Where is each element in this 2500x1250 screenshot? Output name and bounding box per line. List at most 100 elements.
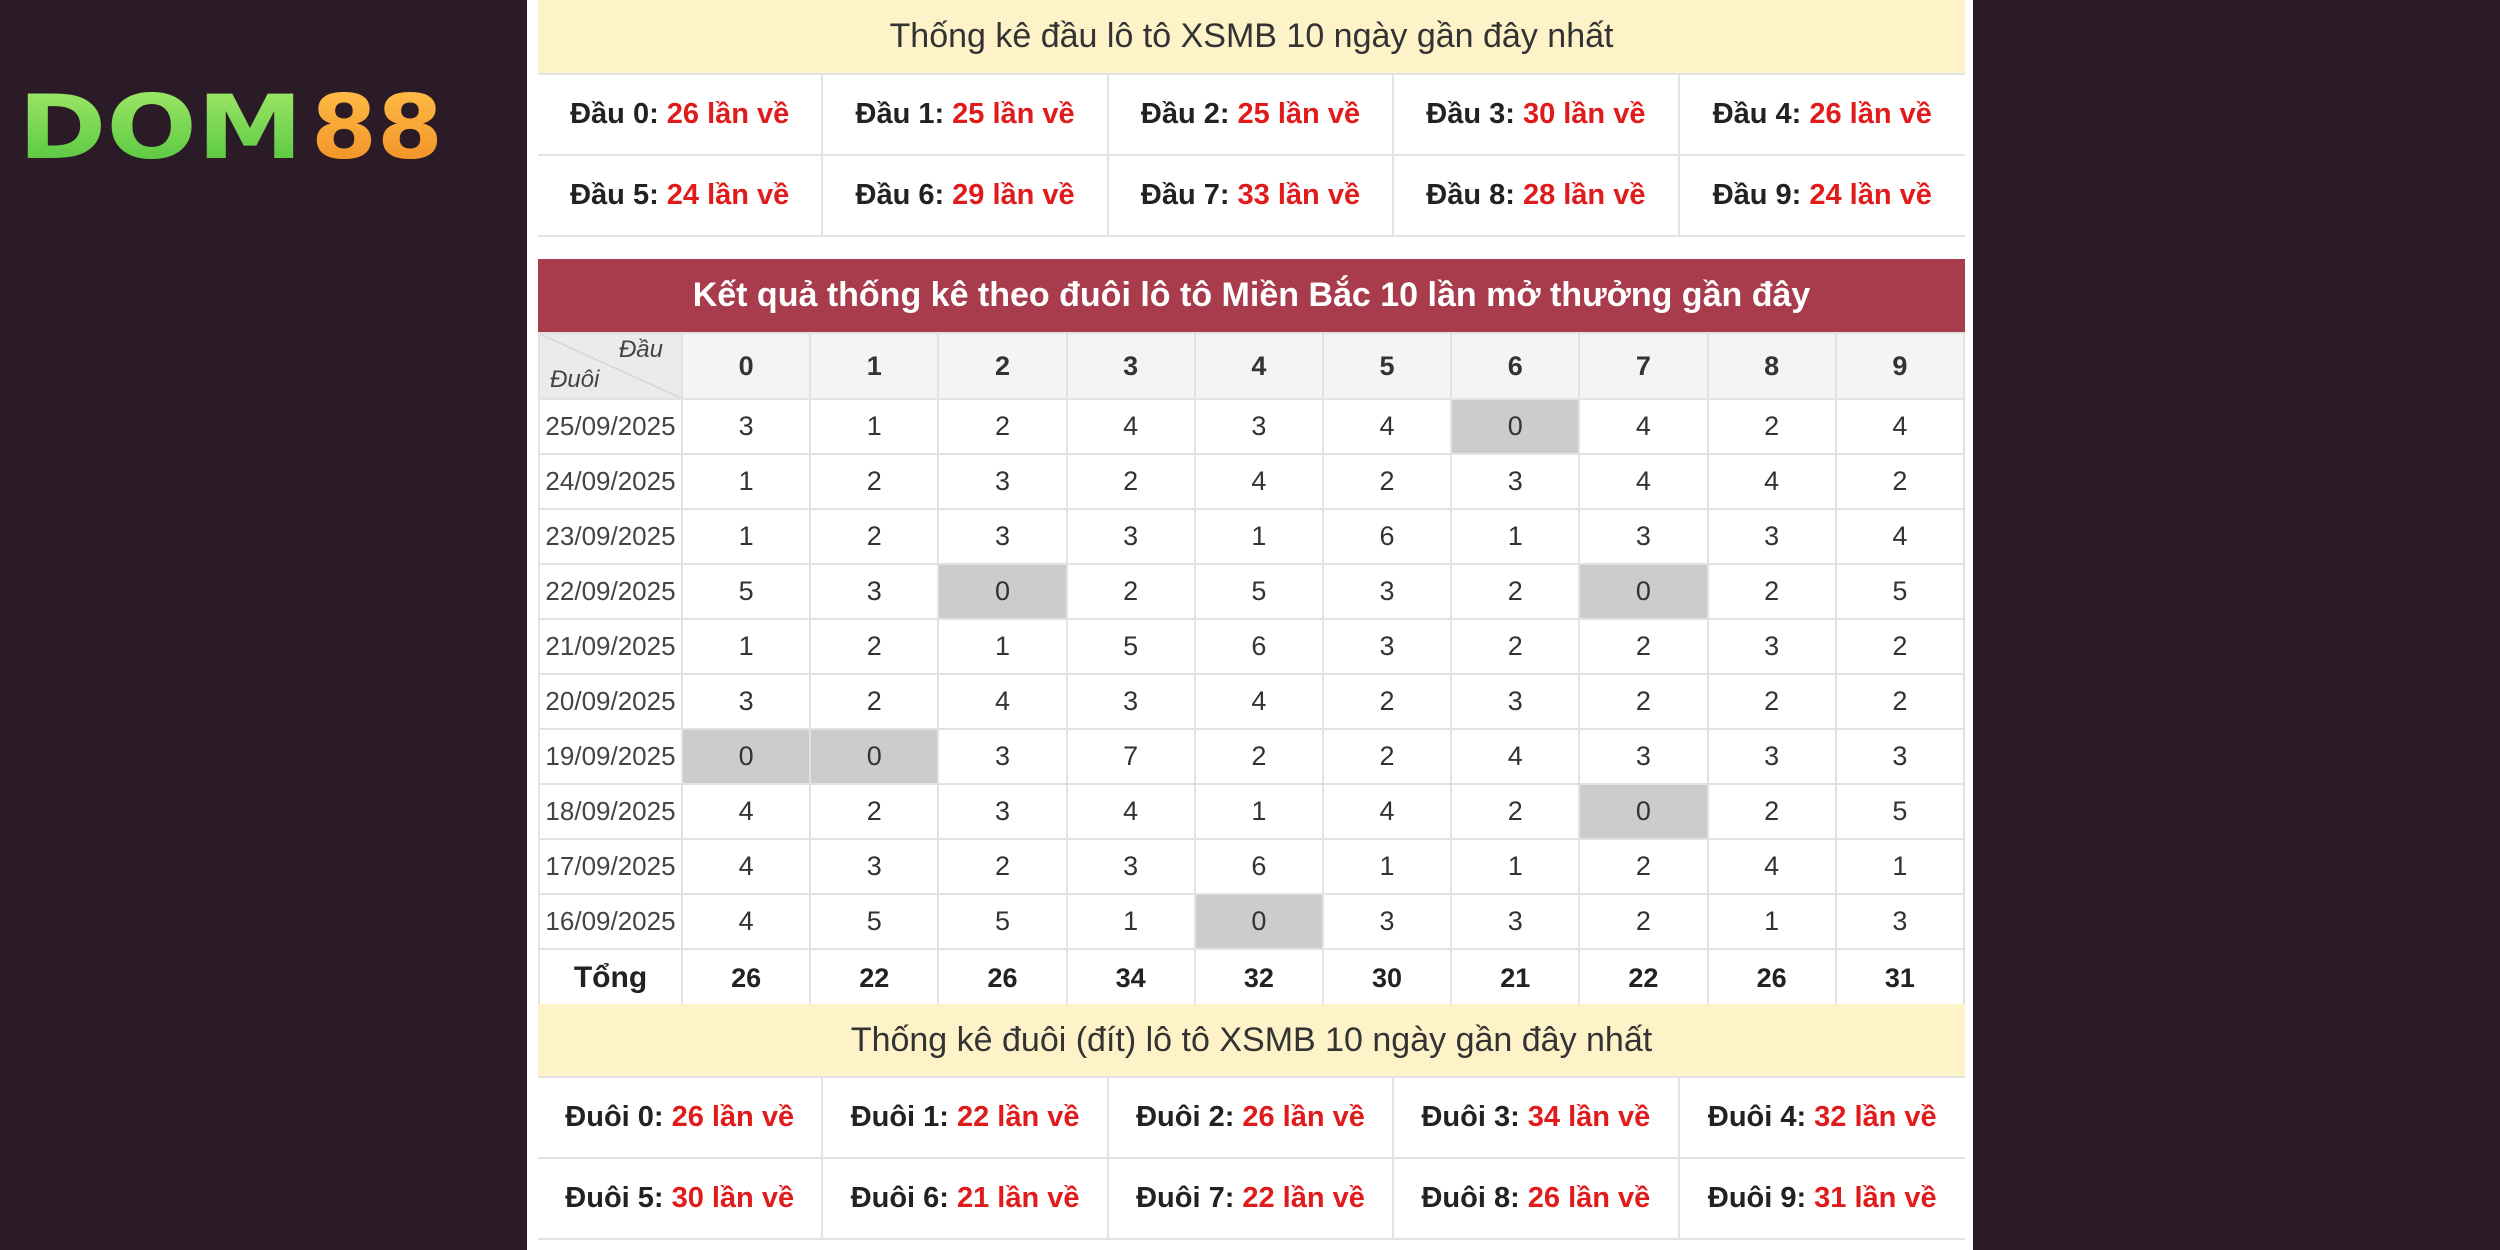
row-date: 24/09/2025 (538, 453, 683, 510)
dau-stat-value: 33 lần về (1237, 179, 1361, 211)
table-cell: 1 (1706, 893, 1837, 950)
table-row: 22/09/2025 5 3 0 2 5 3 2 0 2 5 (538, 563, 1966, 620)
table-cell: 4 (1321, 783, 1453, 840)
table-cell: 1 (1450, 508, 1581, 565)
table-cell: 2 (1193, 728, 1324, 785)
table-cell: 3 (809, 838, 940, 895)
dau-stat-4: Đầu 4: 26 lần về (1679, 75, 1965, 156)
table-cell: 4 (680, 838, 812, 895)
row-date: 17/09/2025 (538, 838, 683, 895)
duoi-stat-3: Đuôi 3: 34 lần về (1394, 1078, 1680, 1159)
duoi-stat-4: Đuôi 4: 32 lần về (1679, 1078, 1965, 1159)
duoi-stat-label: Đuôi 0: (565, 1101, 664, 1133)
dau-stat-7: Đầu 7: 33 lần về (1108, 156, 1395, 237)
table-cell: 3 (1321, 893, 1453, 950)
table-row: 25/09/2025 3 1 2 4 3 4 0 4 2 4 (538, 398, 1966, 455)
duoi-stat-label: Đuôi 9: (1707, 1182, 1807, 1214)
row-date: 25/09/2025 (538, 398, 683, 455)
table-cell: 3 (1706, 728, 1837, 785)
table-cell: 0 (809, 728, 940, 785)
table-cell: 3 (937, 508, 1068, 565)
table-cell: 3 (1450, 893, 1581, 950)
table-cell: 4 (1834, 508, 1966, 565)
table-cell: 2 (1578, 673, 1709, 730)
table-cell: 7 (1065, 728, 1196, 785)
table-cell: 2 (1834, 673, 1966, 730)
table-cell: 1 (809, 398, 940, 455)
duoi-stat-5: Đuôi 5: 30 lần về (538, 1159, 824, 1240)
dau-stat-label: Đầu 8: (1426, 179, 1515, 211)
dau-stat-value: 26 lần về (666, 98, 790, 130)
table-cell: 4 (1834, 398, 1966, 455)
table-cell: 2 (1578, 838, 1709, 895)
total-cell: 32 (1193, 948, 1324, 1008)
table-cell: 3 (1834, 728, 1966, 785)
dau-stat-value: 25 lần về (1237, 98, 1361, 130)
logo-text-88: 88 (311, 80, 443, 170)
table-cell: 2 (1706, 673, 1837, 730)
table-cell: 1 (1321, 838, 1453, 895)
table-cell: 5 (1834, 563, 1966, 620)
table-corner-cell: Đầu Đuôi (538, 332, 683, 400)
duoi-stat-value: 26 lần về (671, 1101, 795, 1133)
dau-stat-8: Đầu 8: 28 lần về (1394, 156, 1680, 237)
duoi-stat-value: 30 lần về (671, 1182, 795, 1214)
table-row: 18/09/2025 4 2 3 4 1 4 2 0 2 5 (538, 783, 1966, 840)
table-cell: 2 (1450, 783, 1581, 840)
table-cell: 2 (1321, 728, 1453, 785)
duoi-stat-value: 26 lần về (1242, 1101, 1365, 1133)
table-cell: 4 (1578, 453, 1709, 510)
duoi-stats-section: Thống kê đuôi (đít) lô tô XSMB 10 ngày g… (538, 1004, 1965, 1240)
total-label: Tổng (538, 948, 683, 1008)
table-cell: 2 (1450, 618, 1581, 675)
row-date: 21/09/2025 (538, 618, 683, 675)
table-cell: 2 (937, 398, 1068, 455)
table-cell: 4 (1578, 398, 1709, 455)
table-cell: 3 (1578, 508, 1709, 565)
duoi-stat-value: 26 lần về (1527, 1182, 1651, 1214)
table-cell: 0 (1578, 563, 1709, 620)
table-cell: 4 (1706, 838, 1837, 895)
table-cell: 5 (1193, 563, 1324, 620)
table-cell: 3 (937, 783, 1068, 840)
total-row: Tổng 26 22 26 34 32 30 21 22 26 31 (538, 948, 1966, 1008)
table-cell: 3 (1706, 618, 1837, 675)
total-cell: 22 (809, 948, 940, 1008)
duoi-stats-title: Thống kê đuôi (đít) lô tô XSMB 10 ngày g… (538, 1004, 1965, 1076)
duoi-stat-value: 32 lần về (1814, 1101, 1937, 1133)
duoi-stat-7: Đuôi 7: 22 lần về (1108, 1159, 1395, 1240)
total-cell: 22 (1578, 948, 1709, 1008)
table-row: 20/09/2025 3 2 4 3 4 2 3 2 2 2 (538, 673, 1966, 730)
table-cell: 0 (937, 563, 1068, 620)
table-cell: 2 (809, 673, 940, 730)
total-cell: 31 (1834, 948, 1966, 1008)
table-cell: 3 (1193, 398, 1324, 455)
table-cell: 1 (937, 618, 1068, 675)
table-cell: 3 (1834, 893, 1966, 950)
column-header-5: 5 (1321, 332, 1453, 400)
table-cell: 3 (937, 453, 1068, 510)
duoi-stat-value: 31 lần về (1814, 1182, 1937, 1214)
table-cell: 3 (1578, 728, 1709, 785)
table-cell: 0 (680, 728, 812, 785)
dau-stat-value: 24 lần về (666, 179, 790, 211)
dau-stat-value: 26 lần về (1809, 98, 1932, 130)
logo-text-dom: DOM (18, 80, 303, 170)
duoi-stat-label: Đuôi 4: (1707, 1101, 1807, 1133)
duoi-stat-9: Đuôi 9: 31 lần về (1679, 1159, 1965, 1240)
column-header-4: 4 (1193, 332, 1324, 400)
dau-stats-title: Thống kê đầu lô tô XSMB 10 ngày gần đây … (538, 0, 1965, 73)
table-cell: 0 (1193, 893, 1324, 950)
table-cell: 6 (1193, 838, 1324, 895)
total-cell: 30 (1321, 948, 1453, 1008)
table-cell: 2 (1065, 453, 1196, 510)
statistics-panel: Thống kê đầu lô tô XSMB 10 ngày gần đây … (527, 0, 1973, 1250)
total-cell: 26 (1706, 948, 1837, 1008)
table-cell: 4 (680, 893, 812, 950)
total-cell: 26 (937, 948, 1068, 1008)
table-cell: 2 (1578, 618, 1709, 675)
duoi-stat-label: Đuôi 3: (1421, 1101, 1520, 1133)
table-cell: 5 (1065, 618, 1196, 675)
table-cell: 4 (680, 783, 812, 840)
table-cell: 2 (1578, 893, 1709, 950)
